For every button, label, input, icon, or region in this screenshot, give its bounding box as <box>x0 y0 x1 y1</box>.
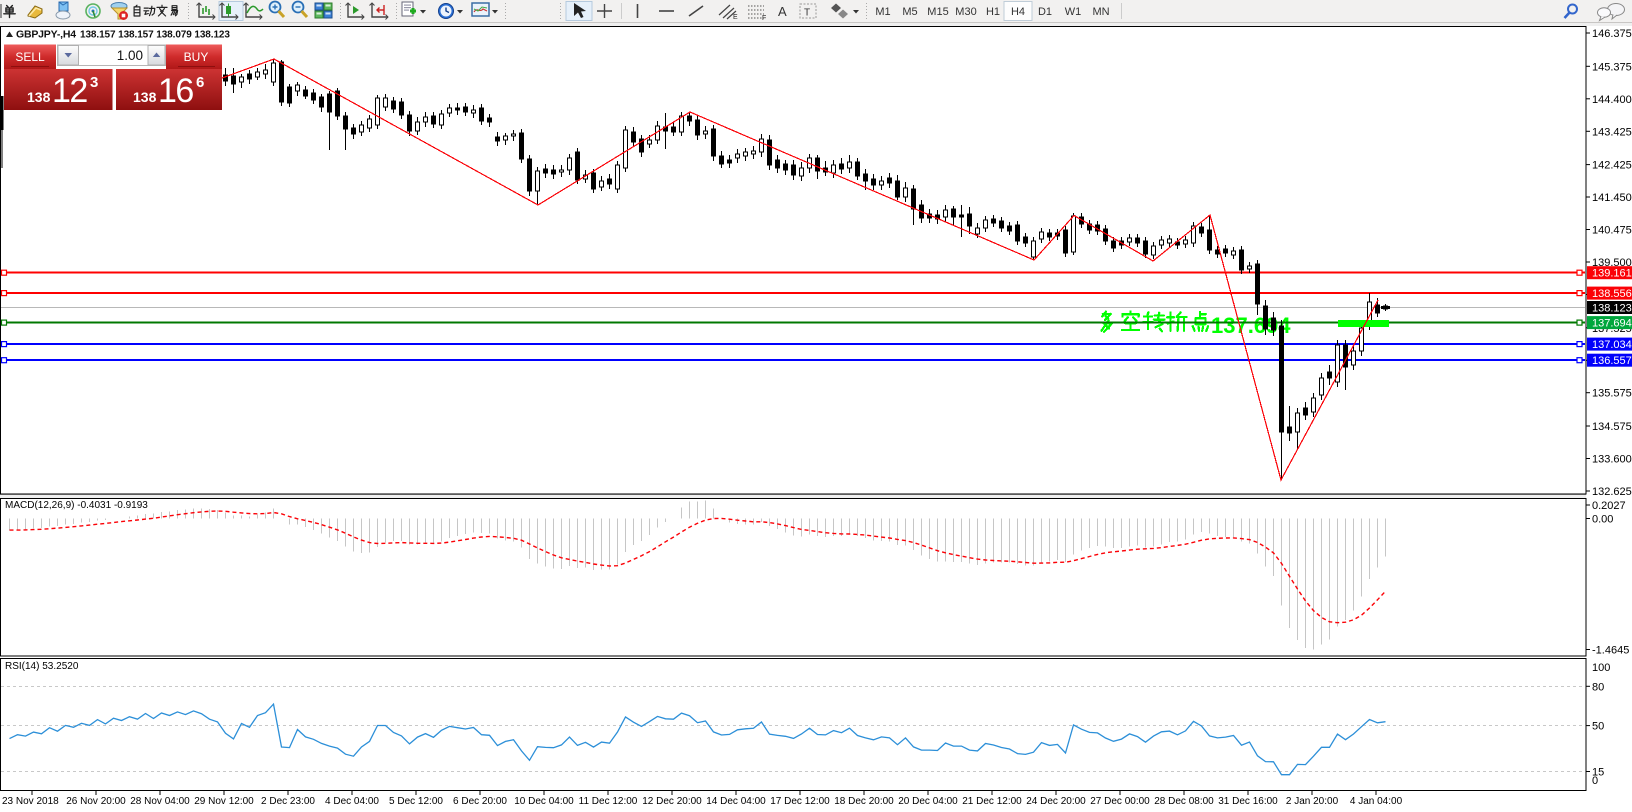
svg-text:138: 138 <box>133 89 157 105</box>
svg-text:138: 138 <box>27 89 51 105</box>
svg-text:1.00: 1.00 <box>117 48 143 63</box>
svg-text:141.450: 141.450 <box>1592 192 1632 204</box>
svg-text:16: 16 <box>158 72 193 110</box>
svg-text:28 Dec 08:00: 28 Dec 08:00 <box>1154 796 1214 807</box>
svg-text:D1: D1 <box>1038 6 1052 18</box>
svg-text:5 Dec 12:00: 5 Dec 12:00 <box>389 796 443 807</box>
svg-text:27 Dec 00:00: 27 Dec 00:00 <box>1090 796 1150 807</box>
svg-text:0: 0 <box>1592 775 1598 787</box>
svg-text:M1: M1 <box>875 6 890 18</box>
svg-text:4 Dec 04:00: 4 Dec 04:00 <box>325 796 379 807</box>
svg-text:138.556: 138.556 <box>1592 288 1632 300</box>
svg-text:50: 50 <box>1592 721 1604 733</box>
svg-text:137.034: 137.034 <box>1592 339 1632 351</box>
svg-text:4 Jan 04:00: 4 Jan 04:00 <box>1350 796 1403 807</box>
svg-text:M15: M15 <box>927 6 948 18</box>
svg-text:135.575: 135.575 <box>1592 388 1632 400</box>
svg-text:138.123: 138.123 <box>1592 303 1632 315</box>
svg-text:139.161: 139.161 <box>1592 268 1632 280</box>
svg-text:138.157 138.157 138.079 138.12: 138.157 138.157 138.079 138.123 <box>80 30 230 41</box>
svg-text:137.694: 137.694 <box>1211 313 1291 338</box>
svg-text:W1: W1 <box>1065 6 1082 18</box>
svg-text:6 Dec 20:00: 6 Dec 20:00 <box>453 796 507 807</box>
svg-text:100: 100 <box>1592 662 1610 674</box>
svg-text:28 Nov 04:00: 28 Nov 04:00 <box>130 796 190 807</box>
svg-text:80: 80 <box>1592 681 1604 693</box>
svg-text:142.425: 142.425 <box>1592 160 1632 172</box>
svg-text:SELL: SELL <box>15 50 45 64</box>
svg-text:144.400: 144.400 <box>1592 94 1632 106</box>
svg-text:17 Dec 12:00: 17 Dec 12:00 <box>770 796 830 807</box>
svg-text:BUY: BUY <box>184 50 209 64</box>
svg-text:146.375: 146.375 <box>1592 28 1632 40</box>
svg-text:145.375: 145.375 <box>1592 61 1632 73</box>
svg-text:0.2027: 0.2027 <box>1592 500 1626 512</box>
svg-text:14 Dec 04:00: 14 Dec 04:00 <box>706 796 766 807</box>
svg-text:T: T <box>804 8 810 19</box>
svg-text:20 Dec 04:00: 20 Dec 04:00 <box>898 796 958 807</box>
svg-text:21 Dec 12:00: 21 Dec 12:00 <box>962 796 1022 807</box>
svg-text:15: 15 <box>1592 767 1604 779</box>
svg-text:12 Dec 20:00: 12 Dec 20:00 <box>642 796 702 807</box>
svg-text:MN: MN <box>1092 6 1109 18</box>
svg-text:2 Jan 20:00: 2 Jan 20:00 <box>1286 796 1339 807</box>
svg-text:31 Dec 16:00: 31 Dec 16:00 <box>1218 796 1278 807</box>
svg-text:11 Dec 12:00: 11 Dec 12:00 <box>579 796 638 807</box>
svg-text:-1.4645: -1.4645 <box>1592 645 1629 657</box>
svg-text:H1: H1 <box>986 6 1000 18</box>
svg-text:18 Dec 20:00: 18 Dec 20:00 <box>834 796 894 807</box>
svg-text:143.425: 143.425 <box>1592 126 1632 138</box>
svg-text:24 Dec 20:00: 24 Dec 20:00 <box>1026 796 1086 807</box>
svg-text:2 Dec 23:00: 2 Dec 23:00 <box>261 796 315 807</box>
svg-text:0.00: 0.00 <box>1592 514 1613 526</box>
svg-text:RSI(14) 53.2520: RSI(14) 53.2520 <box>5 661 79 672</box>
svg-text:H4: H4 <box>1011 6 1025 18</box>
svg-text:133.600: 133.600 <box>1592 454 1632 466</box>
svg-text:132.625: 132.625 <box>1592 486 1632 498</box>
svg-text:12: 12 <box>52 72 87 110</box>
svg-text:26 Nov 20:00: 26 Nov 20:00 <box>66 796 126 807</box>
svg-text:136.557: 136.557 <box>1592 355 1632 367</box>
svg-text:M5: M5 <box>902 6 917 18</box>
svg-text:23 Nov 2018: 23 Nov 2018 <box>2 796 59 807</box>
svg-text:134.575: 134.575 <box>1592 421 1632 433</box>
svg-text:A: A <box>778 4 787 19</box>
svg-text:MACD(12,26,9) -0.4031 -0.9193: MACD(12,26,9) -0.4031 -0.9193 <box>5 500 148 511</box>
svg-text:GBPJPY-,H4: GBPJPY-,H4 <box>16 29 76 41</box>
svg-text:F: F <box>762 15 766 22</box>
svg-text:140.475: 140.475 <box>1592 225 1632 237</box>
svg-text:3: 3 <box>90 74 98 91</box>
svg-text:137.694: 137.694 <box>1592 318 1632 330</box>
svg-text:139.500: 139.500 <box>1592 257 1632 269</box>
svg-text:M30: M30 <box>955 6 976 18</box>
svg-text:E: E <box>733 14 738 21</box>
svg-text:29 Nov 12:00: 29 Nov 12:00 <box>194 796 254 807</box>
svg-text:6: 6 <box>196 74 204 91</box>
svg-text:10 Dec 04:00: 10 Dec 04:00 <box>514 796 574 807</box>
